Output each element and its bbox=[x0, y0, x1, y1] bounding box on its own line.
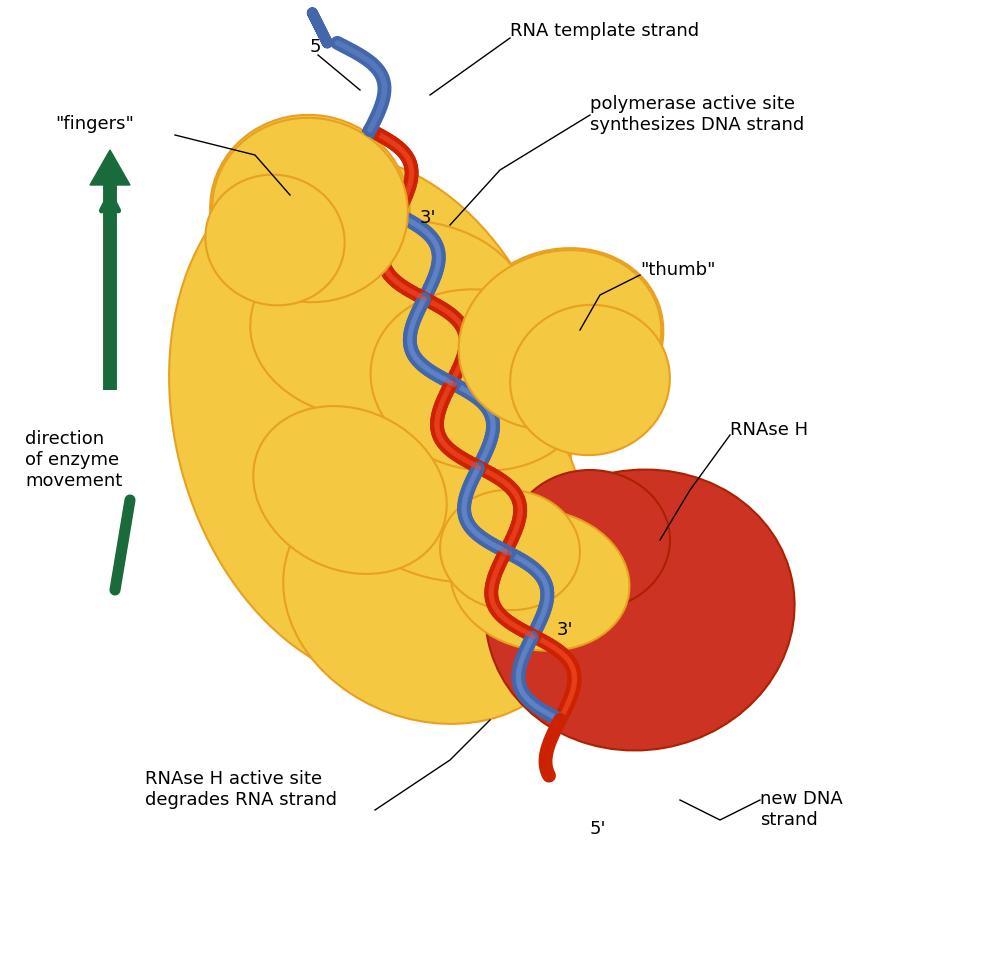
Ellipse shape bbox=[486, 470, 795, 751]
Text: 3': 3' bbox=[557, 621, 573, 639]
Text: "fingers": "fingers" bbox=[55, 115, 134, 133]
Text: new DNA
strand: new DNA strand bbox=[760, 790, 843, 829]
Text: "thumb": "thumb" bbox=[640, 261, 715, 279]
Text: 3': 3' bbox=[420, 209, 436, 227]
Ellipse shape bbox=[169, 155, 571, 686]
Ellipse shape bbox=[205, 175, 345, 306]
Ellipse shape bbox=[322, 378, 578, 583]
Ellipse shape bbox=[510, 470, 670, 610]
Text: 5': 5' bbox=[590, 820, 606, 838]
Ellipse shape bbox=[450, 509, 629, 650]
Ellipse shape bbox=[250, 220, 530, 420]
Text: direction
of enzyme
movement: direction of enzyme movement bbox=[25, 430, 122, 490]
Text: RNA template strand: RNA template strand bbox=[510, 22, 699, 40]
Ellipse shape bbox=[510, 305, 670, 456]
Text: polymerase active site
synthesizes DNA strand: polymerase active site synthesizes DNA s… bbox=[590, 95, 804, 134]
Ellipse shape bbox=[284, 477, 577, 724]
Ellipse shape bbox=[212, 117, 408, 302]
Ellipse shape bbox=[459, 250, 661, 430]
Ellipse shape bbox=[210, 115, 410, 306]
Ellipse shape bbox=[253, 406, 447, 574]
Polygon shape bbox=[90, 150, 130, 185]
Text: 5': 5' bbox=[309, 38, 326, 56]
Text: RNAse H: RNAse H bbox=[730, 421, 808, 439]
Ellipse shape bbox=[370, 289, 589, 471]
Ellipse shape bbox=[457, 248, 663, 432]
Text: RNAse H active site
degrades RNA strand: RNAse H active site degrades RNA strand bbox=[145, 770, 337, 809]
Ellipse shape bbox=[440, 490, 580, 610]
